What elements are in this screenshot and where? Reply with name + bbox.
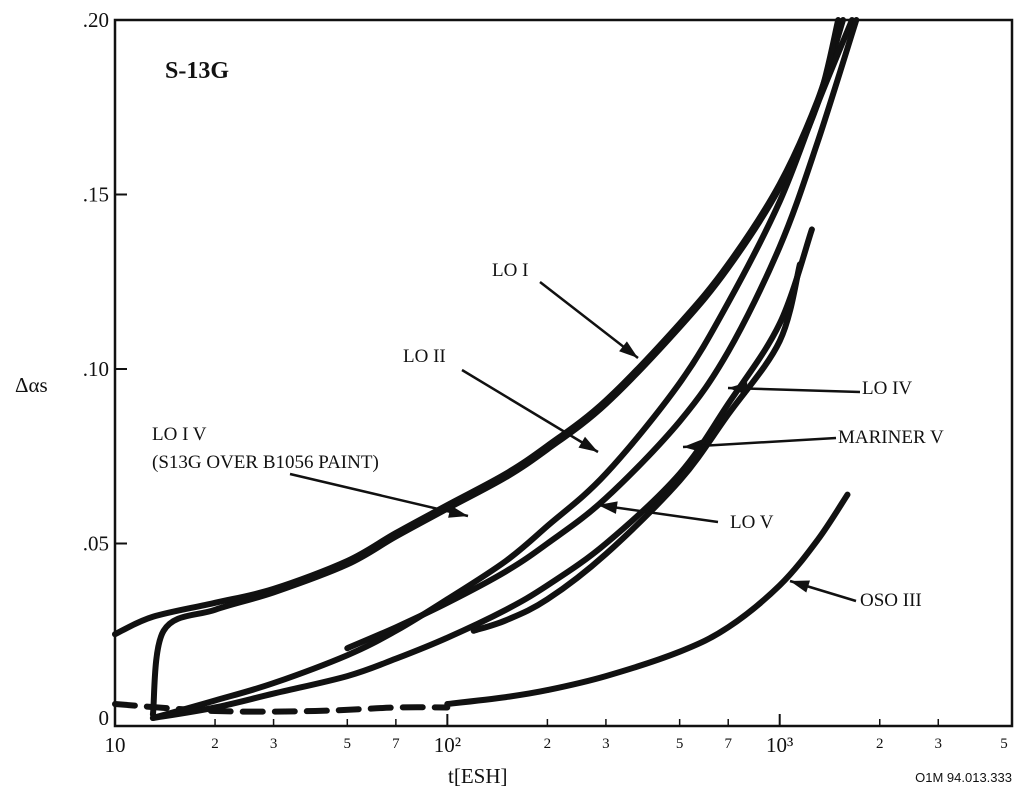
arrow-shaft-lo4 xyxy=(727,386,861,394)
arrow-shaft-lo4-paint xyxy=(289,472,469,518)
y-tick-label: .20 xyxy=(83,8,109,32)
arrowhead-oso3 xyxy=(790,580,810,593)
y-axis-label: Δαs xyxy=(15,373,48,397)
x-minor-tick-label: 2 xyxy=(544,736,552,752)
series-line-baseline-dashed xyxy=(112,701,451,715)
series-line-lo-v xyxy=(344,17,860,652)
series-line-lo-i xyxy=(149,17,842,718)
figure-id: O1M 94.013.333 xyxy=(915,770,1012,785)
curves-group xyxy=(112,17,860,721)
arrow-shaft-lo2 xyxy=(461,368,599,454)
y-tick-label: .15 xyxy=(83,183,109,207)
annotation-lo1: LO I xyxy=(492,260,528,281)
x-minor-tick-label: 2 xyxy=(876,736,884,752)
annotation-mariner: MARINER V xyxy=(838,427,944,448)
x-major-tick-label: 10² xyxy=(434,733,461,757)
x-minor-tick-label: 5 xyxy=(344,736,352,752)
arrowhead-lo5 xyxy=(598,501,618,514)
x-minor-tick-label: 5 xyxy=(1000,736,1008,752)
annotation-lo2: LO II xyxy=(403,346,446,367)
x-minor-tick-label: 3 xyxy=(270,736,278,752)
series-line-mariner-v xyxy=(149,226,815,721)
x-major-tick-label: 10 xyxy=(105,733,126,757)
x-major-tick-label: 10³ xyxy=(766,733,793,757)
series-line-lo-iv-s13g-over-b1056-paint xyxy=(112,17,846,638)
plot-frame xyxy=(113,18,1014,728)
x-minor-tick-label: 3 xyxy=(935,736,943,752)
annotation-lo4-paint-line1: LO I V xyxy=(152,424,207,445)
series-line-oso-iii xyxy=(444,491,851,707)
arrow-shaft-lo5 xyxy=(597,503,719,524)
y-tick-label: .10 xyxy=(83,357,109,381)
x-minor-tick-label: 7 xyxy=(724,736,732,752)
arrowhead-lo2 xyxy=(578,436,598,452)
x-axis-label: t[ESH] xyxy=(448,764,508,788)
arrowhead-lo1 xyxy=(619,341,638,358)
x-minor-tick-label: 5 xyxy=(676,736,684,752)
x-minor-tick-label: 3 xyxy=(602,736,610,752)
series-line-lo-iv xyxy=(470,261,803,634)
series-line-lo-ii xyxy=(149,17,855,721)
annotation-lo4-paint-line2: (S13G OVER B1056 PAINT) xyxy=(152,452,379,473)
y-tick-label: 0 xyxy=(99,706,110,730)
ticks-group: 0 .05 .10 .15 .20 10 10² 10³ 2 3 5 7 2 3 5 7 2 3 5 xyxy=(83,8,1008,757)
y-tick-label: .05 xyxy=(83,532,109,556)
x-minor-tick-label: 2 xyxy=(211,736,219,752)
arrow-shaft-mariner xyxy=(682,436,837,449)
x-minor-tick-label: 7 xyxy=(392,736,400,752)
arrowhead-lo4-paint xyxy=(448,505,468,518)
arrowhead-lo4 xyxy=(728,382,748,395)
annotation-lo5: LO V xyxy=(730,512,774,533)
arrowhead-mariner xyxy=(683,439,703,453)
arrow-shaft-lo1 xyxy=(539,281,639,359)
annotation-lo4: LO IV xyxy=(862,378,912,399)
arrows-group xyxy=(289,281,861,603)
annotation-oso3: OSO III xyxy=(860,590,922,611)
chart-title: S-13G xyxy=(165,58,229,84)
